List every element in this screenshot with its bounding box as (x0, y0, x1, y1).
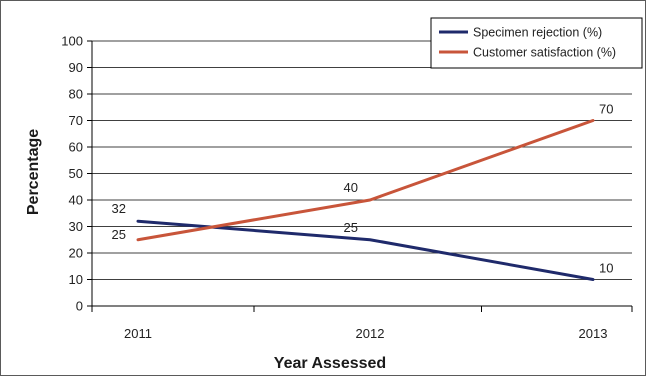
y-tick-label: 40 (69, 193, 83, 208)
data-label: 40 (344, 180, 358, 195)
x-tick-label: 2013 (579, 326, 608, 341)
y-tick-label: 20 (69, 246, 83, 261)
axes: 0 10 20 30 40 50 60 70 80 90 100 2011 2012 2013 (61, 34, 633, 341)
x-axis-title: Year Assessed (274, 355, 386, 372)
y-tick-label: 80 (69, 87, 83, 102)
data-label: 10 (599, 261, 613, 276)
gridlines (92, 40, 632, 280)
data-label: 70 (599, 102, 613, 117)
x-tick-label: 2011 (124, 326, 152, 341)
legend-label: Specimen rejection (%) (473, 26, 602, 40)
legend-label: Customer satisfaction (%) (473, 46, 616, 60)
legend-box (430, 17, 643, 69)
data-label: 25 (112, 227, 126, 242)
y-tick-label: 100 (61, 34, 83, 49)
data-labels: 32 25 10 25 40 70 (112, 102, 614, 276)
y-tick-label: 70 (69, 113, 83, 128)
y-tick-label: 60 (69, 140, 83, 155)
y-axis-title: Percentage (25, 129, 42, 215)
y-tick-label: 90 (69, 60, 83, 75)
y-tick-label: 30 (69, 219, 83, 234)
y-tick-label: 0 (76, 299, 83, 314)
y-tick-label: 50 (69, 166, 83, 181)
series-line-customer-satisfaction (136, 119, 595, 242)
y-tick-label: 10 (69, 272, 83, 287)
data-label: 32 (112, 201, 126, 216)
x-tick-label: 2012 (356, 326, 385, 341)
legend: Specimen rejection (%) Customer satisfact… (430, 17, 643, 69)
data-label: 25 (344, 220, 358, 235)
series-lines (136, 119, 595, 281)
